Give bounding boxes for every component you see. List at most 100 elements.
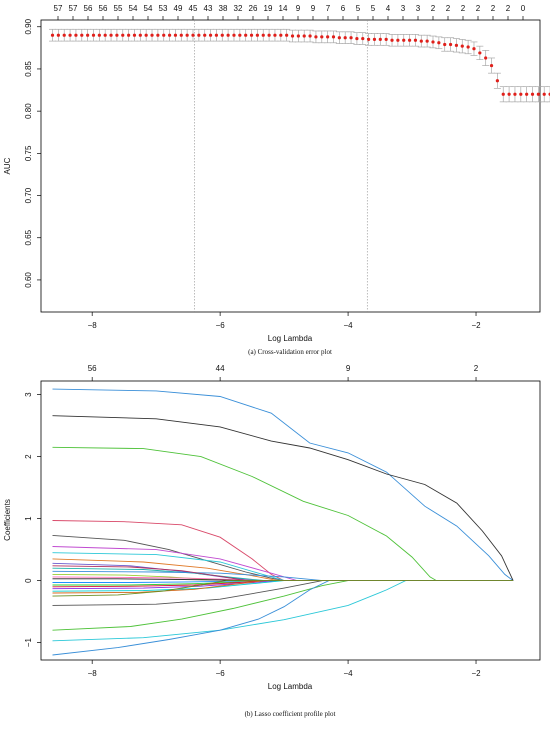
- cv-x-tick-label: −4: [344, 321, 354, 330]
- cv-point: [121, 33, 125, 37]
- cv-point: [390, 38, 394, 42]
- coef-x-axis-title: Log Lambda: [268, 682, 313, 691]
- cv-x-axis-title: Log Lambda: [268, 334, 313, 343]
- coef-series-line: [52, 388, 514, 581]
- cv-point: [402, 38, 406, 42]
- cv-error-bars: [49, 28, 550, 103]
- coef-y-tick-label: −1: [24, 638, 33, 648]
- coef-x-tick-label: −6: [216, 669, 226, 678]
- cv-top-label: 9: [296, 4, 301, 13]
- cv-top-label: 9: [311, 4, 316, 13]
- cv-x-tick-label: −8: [88, 321, 98, 330]
- cv-point: [50, 33, 55, 37]
- cv-top-label: 5: [356, 4, 361, 13]
- cv-point: [220, 33, 224, 37]
- cv-point: [62, 33, 66, 37]
- cv-point: [179, 33, 183, 37]
- cv-point: [320, 35, 324, 39]
- cv-point: [173, 33, 178, 37]
- cv-point: [74, 33, 78, 37]
- cv-points: [50, 33, 550, 96]
- cv-top-label: 56: [99, 4, 108, 13]
- cv-point: [279, 33, 283, 37]
- cv-top-label: 6: [341, 4, 346, 13]
- coef-lines: [52, 388, 514, 656]
- cv-point: [443, 42, 447, 47]
- coef-series-line: [52, 580, 514, 631]
- coef-y-tick-label: 2: [24, 454, 33, 459]
- cv-point: [478, 51, 482, 55]
- cv-x-tick-label: −6: [216, 321, 226, 330]
- cv-point: [86, 33, 90, 37]
- coef-x-tick-label: −2: [471, 669, 481, 678]
- cv-point: [407, 38, 412, 42]
- coef-top-axis: 56 44 9 2: [88, 364, 479, 381]
- coef-series-line: [52, 534, 514, 582]
- cv-point: [331, 35, 336, 39]
- cv-plot-frame: [40, 19, 541, 313]
- cv-point: [238, 33, 242, 37]
- cv-point: [56, 33, 60, 37]
- cv-point: [484, 56, 488, 60]
- cv-point: [244, 33, 248, 37]
- cv-point: [454, 43, 459, 47]
- cv-point: [150, 33, 154, 37]
- cv-point: [191, 33, 195, 37]
- cv-point: [530, 92, 535, 96]
- cv-y-axis-title: AUC: [3, 157, 12, 174]
- cv-point: [91, 33, 96, 37]
- coef-x-tick-label: −8: [88, 669, 98, 678]
- cv-top-label: 2: [491, 4, 496, 13]
- coef-y-tick-label: 3: [24, 392, 33, 397]
- coef-series-line: [52, 415, 514, 581]
- cv-point: [302, 34, 306, 38]
- cv-point: [536, 92, 540, 96]
- cv-point: [97, 33, 101, 37]
- cv-point: [361, 36, 365, 41]
- cv-y-tick-label: 0.65: [24, 229, 33, 245]
- cv-y-tick-label: 0.85: [24, 61, 33, 77]
- cv-point: [425, 39, 429, 43]
- coef-series-line: [52, 580, 514, 588]
- cv-point: [396, 38, 400, 42]
- cv-point: [144, 33, 148, 37]
- cv-point: [349, 36, 353, 40]
- cv-point: [437, 41, 441, 45]
- coef-x-tick-label: −4: [344, 669, 354, 678]
- cv-point: [290, 34, 295, 38]
- cv-y-tick-label: 0.60: [24, 272, 33, 288]
- coef-y-tick-label: 0: [24, 578, 33, 583]
- cv-top-label: 2: [461, 4, 466, 13]
- cv-y-tick-label: 0.70: [24, 187, 33, 203]
- cv-top-label: 43: [204, 4, 213, 13]
- coef-top-label: 2: [474, 364, 479, 373]
- cv-top-label: 54: [144, 4, 153, 13]
- cv-point: [185, 33, 189, 37]
- cv-point: [308, 34, 312, 38]
- cv-point: [68, 33, 72, 37]
- cv-point: [273, 33, 277, 37]
- cv-top-label: 5: [371, 4, 376, 13]
- cv-x-tick-label: −2: [471, 321, 481, 330]
- coef-series-line: [52, 565, 514, 582]
- cv-point: [203, 33, 207, 37]
- cv-point: [232, 33, 236, 37]
- cv-point: [214, 33, 219, 37]
- cv-point: [138, 33, 142, 37]
- cv-x-axis: −8 −6 −4 −2: [88, 312, 481, 330]
- cv-top-label: 0: [521, 4, 526, 13]
- cv-point: [326, 35, 330, 39]
- coefficient-panel: −8 −6 −4 −2 −1 0 1 2 3 56 44 9 2 Log Lambda Coeffi…: [3, 364, 541, 718]
- cv-top-label: 56: [84, 4, 93, 13]
- cv-point: [501, 92, 505, 96]
- coef-series-line: [52, 580, 514, 642]
- cv-top-label: 54: [129, 4, 138, 13]
- cv-top-label: 7: [326, 4, 331, 13]
- cv-y-tick-label: 0.90: [24, 18, 33, 34]
- cv-top-label: 3: [401, 4, 406, 13]
- cv-caption: (a) Cross-validation error plot: [248, 348, 332, 356]
- cv-top-label: 14: [279, 4, 288, 13]
- coef-top-label: 56: [88, 364, 97, 373]
- cv-point: [489, 63, 494, 68]
